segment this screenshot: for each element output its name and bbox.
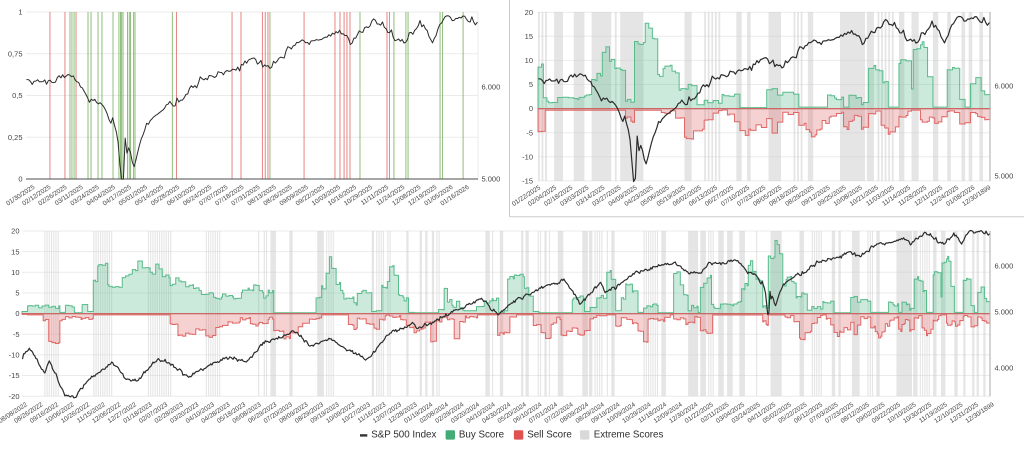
svg-text:-10: -10: [9, 351, 20, 360]
svg-text:-15: -15: [522, 177, 533, 186]
svg-text:5: 5: [15, 289, 19, 298]
svg-text:5: 5: [529, 80, 533, 89]
svg-text:6.000: 6.000: [482, 83, 501, 92]
svg-text:-5: -5: [13, 330, 20, 339]
svg-text:6.000: 6.000: [995, 262, 1014, 271]
svg-text:-5: -5: [526, 128, 533, 137]
svg-text:15: 15: [11, 247, 19, 256]
svg-text:5.000: 5.000: [482, 175, 501, 184]
svg-text:4.000: 4.000: [995, 363, 1014, 372]
svg-text:Extreme Scores: Extreme Scores: [594, 430, 664, 441]
svg-text:-10: -10: [522, 152, 533, 161]
svg-text:5.000: 5.000: [995, 172, 1014, 181]
svg-text:15: 15: [525, 32, 533, 41]
svg-text:Buy Score: Buy Score: [459, 430, 505, 441]
svg-text:0,25: 0,25: [8, 133, 23, 142]
svg-text:20: 20: [11, 227, 19, 236]
svg-text:0: 0: [529, 104, 533, 113]
svg-text:0: 0: [18, 175, 22, 184]
svg-text:6.000: 6.000: [995, 82, 1014, 91]
svg-text:10: 10: [11, 268, 19, 277]
svg-text:1: 1: [18, 8, 22, 17]
svg-text:10: 10: [525, 56, 533, 65]
svg-text:0,5: 0,5: [12, 91, 22, 100]
svg-text:S&P 500 Index: S&P 500 Index: [371, 430, 436, 441]
svg-text:-20: -20: [9, 392, 20, 401]
svg-text:0,75: 0,75: [8, 49, 23, 58]
svg-text:Sell Score: Sell Score: [527, 430, 572, 441]
svg-text:-15: -15: [9, 371, 20, 380]
svg-text:0: 0: [15, 309, 19, 318]
svg-text:20: 20: [525, 8, 533, 17]
svg-text:5.000: 5.000: [995, 307, 1014, 316]
